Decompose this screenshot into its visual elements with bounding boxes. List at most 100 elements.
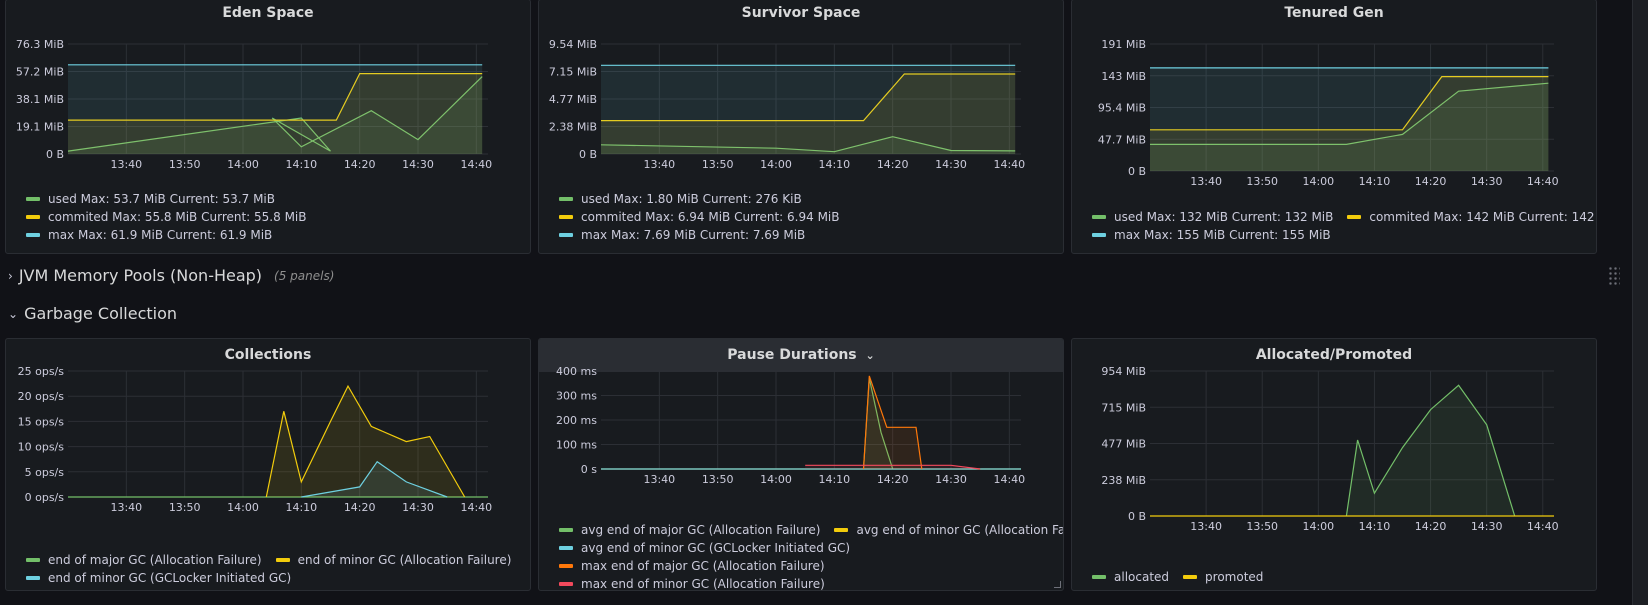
legend-item[interactable]: max end of major GC (Allocation Failure)	[559, 557, 1063, 575]
y-tick-label: 5 ops/s	[25, 466, 65, 479]
y-tick-label: 715 MiB	[1101, 401, 1146, 414]
panel-menu-chevron-icon[interactable]: ⌄	[865, 349, 875, 362]
series-area	[68, 76, 483, 154]
legend-item[interactable]: end of minor GC (GCLocker Initiated GC)	[26, 571, 291, 585]
legend-swatch	[1183, 575, 1198, 579]
legend-item[interactable]: end of minor GC (Allocation Failure)	[275, 553, 512, 567]
legend-label: end of minor GC (GCLocker Initiated GC)	[48, 571, 292, 585]
series-area	[301, 461, 448, 497]
panel-eden-space[interactable]: Eden Space 0 B 19.1 MiB 38.1 MiB 57.2 MiB 76…	[5, 0, 531, 254]
x-tick-label: 14:40	[460, 501, 492, 514]
x-tick-label: 13:40	[110, 501, 142, 514]
x-tick-label: 14:40	[993, 473, 1025, 486]
panel-title-text: Pause Durations	[727, 347, 857, 363]
legend-item-max[interactable]: max Max: 61.9 MiB Current: 61.9 MiB	[26, 226, 307, 244]
x-tick-label: 14:30	[1471, 520, 1503, 533]
series-line	[862, 375, 923, 470]
panel-tenured-gen[interactable]: Tenured Gen 0 B 47.7 MiB 95.4 MiB 143 MiB 19…	[1071, 0, 1597, 254]
legend-item-commited[interactable]: commited Max: 142 MiB Current: 142 MiB	[1347, 210, 1596, 224]
legend-label: avg end of major GC (Allocation Failure)	[581, 523, 821, 537]
legend: used Max: 1.80 MiB Current: 276 KiB comm…	[559, 190, 840, 244]
chevron-right-icon: ›	[8, 268, 13, 283]
x-tick-label: 13:40	[1190, 520, 1222, 533]
row-header-non-heap[interactable]: › JVM Memory Pools (Non-Heap) (5 panels)	[8, 266, 334, 285]
series-line	[805, 464, 981, 470]
tenured-gen-chart: 0 B 47.7 MiB 95.4 MiB 143 MiB 191 MiB 13:40 13…	[1098, 38, 1559, 188]
y-tick-label: 0 s	[581, 463, 597, 476]
series-area	[266, 386, 465, 497]
legend-label: commited Max: 6.94 MiB Current: 6.94 MiB	[581, 210, 840, 224]
y-tick-label: 300 ms	[556, 390, 597, 403]
y-tick-label: 0 B	[579, 148, 597, 161]
panel-allocated-promoted[interactable]: Allocated/Promoted 0 B 238 MiB 477 MiB 715 …	[1071, 338, 1597, 591]
x-tick-label: 14:40	[1527, 175, 1559, 188]
panel-title[interactable]: Collections	[224, 347, 312, 363]
panel-title[interactable]: Pause Durations ⌄	[539, 339, 1063, 372]
legend-swatch	[559, 582, 573, 586]
series-area	[601, 136, 1016, 154]
row-header-garbage-collection[interactable]: ⌄ Garbage Collection	[8, 304, 177, 323]
legend-label: max Max: 7.69 MiB Current: 7.69 MiB	[581, 228, 806, 242]
y-tick-label: 0 ops/s	[25, 491, 65, 504]
legend-item-max[interactable]: max Max: 7.69 MiB Current: 7.69 MiB	[559, 226, 840, 244]
legend-label: max end of minor GC (Allocation Failure)	[581, 577, 825, 591]
legend-swatch	[559, 564, 573, 568]
x-tick-label: 14:00	[1302, 175, 1334, 188]
legend-item-used[interactable]: used Max: 132 MiB Current: 132 MiB	[1092, 210, 1333, 224]
x-tick-label: 14:00	[760, 158, 792, 171]
legend-item-promoted[interactable]: promoted	[1183, 570, 1263, 584]
series-area	[601, 74, 1016, 154]
y-tick-label: 2.38 MiB	[549, 121, 597, 134]
x-tick-label: 14:40	[993, 158, 1025, 171]
panel-title[interactable]: Eden Space	[222, 5, 314, 21]
resize-handle-icon[interactable]	[1054, 581, 1061, 588]
panel-pause-durations[interactable]: Pause Durations ⌄ 0 s 100 ms 200 ms 300 ms 4…	[538, 338, 1064, 591]
legend-item-commited[interactable]: commited Max: 55.8 MiB Current: 55.8 MiB	[26, 208, 307, 226]
x-tick-label: 14:30	[1471, 175, 1503, 188]
series-line	[600, 136, 1016, 153]
scrollbar[interactable]	[1632, 0, 1648, 605]
series-line	[1150, 82, 1549, 145]
series-line	[265, 384, 466, 498]
series-line	[1345, 384, 1516, 517]
y-tick-label: 238 MiB	[1101, 474, 1146, 487]
legend-item-commited[interactable]: commited Max: 6.94 MiB Current: 6.94 MiB	[559, 208, 840, 226]
x-tick-label: 13:50	[1246, 520, 1278, 533]
x-tick-label: 14:00	[760, 473, 792, 486]
legend-label: allocated	[1114, 570, 1170, 584]
legend-item[interactable]: avg end of minor GC (Allocation Failure)	[834, 523, 1063, 537]
legend-swatch	[559, 528, 573, 532]
legend-label: used Max: 132 MiB Current: 132 MiB	[1114, 210, 1334, 224]
panel-title[interactable]: Survivor Space	[741, 5, 861, 21]
panel-survivor-space[interactable]: Survivor Space 0 B 2.38 MiB 4.77 MiB 7.15 M…	[538, 0, 1064, 254]
y-tick-label: 0 B	[1128, 165, 1146, 178]
y-tick-label: 400 ms	[556, 365, 597, 378]
legend: used Max: 53.7 MiB Current: 53.7 MiB com…	[26, 190, 307, 244]
series-area	[1150, 67, 1549, 171]
legend-label: max Max: 155 MiB Current: 155 MiB	[1114, 228, 1331, 242]
panel-title[interactable]: Tenured Gen	[1284, 5, 1384, 21]
x-tick-label: 14:10	[285, 158, 317, 171]
row-title: JVM Memory Pools (Non-Heap)	[18, 266, 263, 285]
legend-swatch	[559, 233, 573, 237]
drag-handle-icon[interactable]	[1608, 266, 1620, 286]
legend-item-allocated[interactable]: allocated	[1092, 570, 1169, 584]
legend-item[interactable]: max end of minor GC (Allocation Failure)	[559, 575, 1063, 591]
series-area	[68, 73, 483, 154]
collections-chart: 0 ops/s 5 ops/s 10 ops/s 15 ops/s 20 ops/s 25…	[18, 365, 493, 514]
legend-label: end of minor GC (Allocation Failure)	[297, 553, 512, 567]
y-tick-label: 15 ops/s	[18, 415, 65, 428]
legend-item-used[interactable]: used Max: 53.7 MiB Current: 53.7 MiB	[26, 190, 307, 208]
legend-item[interactable]: end of major GC (Allocation Failure)	[26, 553, 262, 567]
legend-item[interactable]: avg end of minor GC (GCLocker Initiated …	[559, 539, 1063, 557]
y-tick-label: 954 MiB	[1101, 365, 1146, 378]
legend-item-used[interactable]: used Max: 1.80 MiB Current: 276 KiB	[559, 190, 840, 208]
series-line	[601, 73, 1016, 122]
legend-item[interactable]: avg end of major GC (Allocation Failure)	[559, 523, 820, 537]
x-tick-label: 14:10	[818, 473, 850, 486]
x-tick-label: 14:10	[1359, 175, 1391, 188]
panel-collections[interactable]: Collections 0 ops/s 5 ops/s 10 ops/s 15 ops…	[5, 338, 531, 591]
legend-item-max[interactable]: max Max: 155 MiB Current: 155 MiB	[1092, 228, 1331, 242]
x-tick-label: 14:30	[402, 158, 434, 171]
panel-title[interactable]: Allocated/Promoted	[1255, 347, 1413, 363]
